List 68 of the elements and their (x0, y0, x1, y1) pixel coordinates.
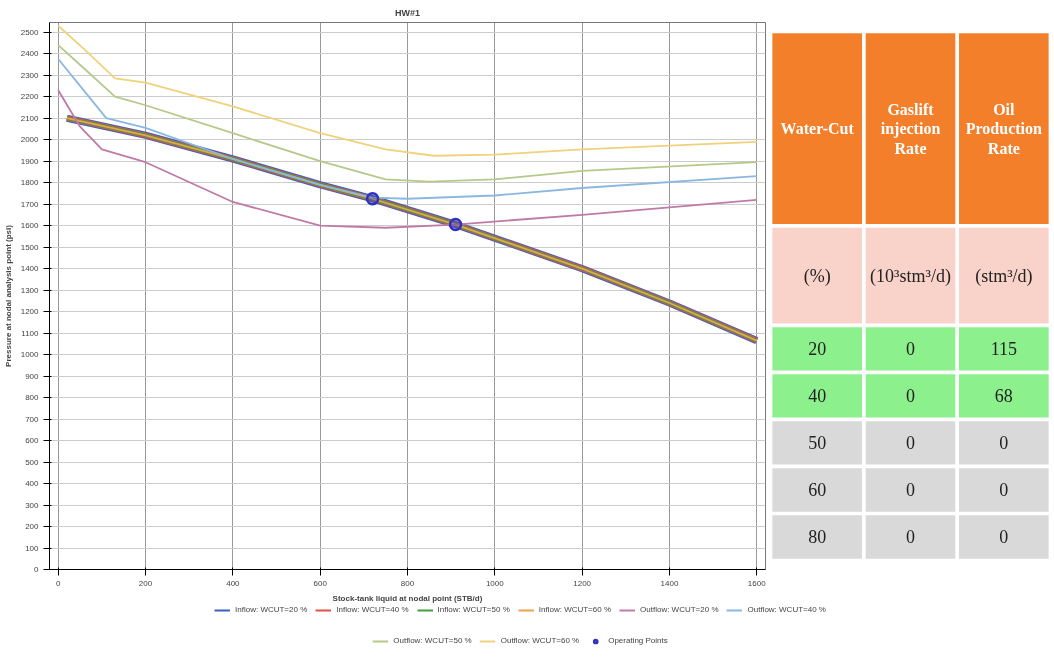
text: 50 (808, 433, 827, 454)
category-label: Water-Cut (780, 120, 855, 138)
x-tick-label: 1000 (485, 578, 505, 588)
y-tick-label: 400 (25, 479, 40, 489)
x-tick-label: 1200 (573, 578, 592, 588)
chart-title: HW#1 (395, 7, 421, 18)
y-tick-label: 100 (25, 543, 40, 553)
text: 0 (906, 386, 915, 407)
y-tick-label: 500 (25, 457, 40, 467)
y-tick-label: 2400 (20, 49, 40, 59)
text: 0 (999, 480, 1009, 501)
text: 68 (994, 386, 1013, 407)
y-tick-label: 1200 (20, 307, 40, 317)
y-tick-label: 1600 (20, 221, 40, 231)
text: (10³stm³/d) (870, 265, 951, 286)
text: 115 (990, 339, 1018, 360)
text: 0 (906, 480, 915, 501)
y-tick-label: 1900 (20, 156, 40, 166)
category-label: Gaslift injection Rate (880, 100, 941, 157)
legend-label: Outflow: WCUT=50 % (393, 636, 472, 645)
y-tick-label: 800 (25, 393, 40, 403)
legend-label: Inflow: WCUT=40 % (336, 605, 409, 614)
x-tick-label: 1400 (660, 578, 679, 588)
text: 0 (999, 433, 1009, 454)
y-tick-label: 1100 (21, 328, 40, 338)
y-tick-label: 2300 (20, 70, 40, 80)
text: 80 (808, 527, 827, 548)
y-tick-label: 1000 (20, 350, 40, 360)
y-tick-label: 0 (34, 565, 40, 574)
y-axis-title: Pressure at nodal analysis point (psi) (3, 224, 13, 367)
legend-label: Outflow: WCUT=20 % (640, 605, 719, 614)
x-tick-label: 1600 (747, 578, 767, 588)
text: 20 (808, 339, 827, 360)
x-axis-title: Stock-tank liquid at nodal point (STB/d) (332, 593, 483, 603)
legend-label: Inflow: WCUT=50 % (437, 605, 510, 614)
text: (%) (803, 265, 831, 286)
category-label: Oil Production Rate (965, 100, 1043, 157)
y-tick-label: 2000 (20, 135, 40, 145)
legend-label: Inflow: WCUT=20 % (235, 605, 308, 614)
x-tick-label: 800 (400, 578, 415, 588)
y-tick-label: 1400 (20, 264, 40, 274)
text: 40 (808, 386, 827, 407)
y-tick-label: 700 (25, 414, 40, 424)
x-tick-label: 600 (313, 578, 328, 588)
text: 60 (808, 480, 827, 501)
x-tick-label: 0 (56, 578, 62, 588)
legend-label: Inflow: WCUT=60 % (538, 605, 612, 614)
text: 0 (906, 527, 915, 548)
text: 0 (999, 527, 1009, 548)
y-tick-label: 2200 (20, 92, 40, 102)
text: 0 (906, 433, 915, 454)
x-tick-label: 400 (226, 578, 241, 588)
y-tick-label: 600 (25, 436, 40, 446)
y-tick-label: 1800 (20, 178, 40, 188)
y-tick-label: 1500 (20, 242, 40, 252)
y-tick-label: 1700 (20, 199, 40, 209)
legend-label: Operating Points (608, 636, 668, 645)
x-tick-label: 200 (138, 578, 153, 588)
y-tick-label: 2500 (20, 27, 40, 37)
text: 0 (906, 339, 915, 360)
y-tick-label: 2100 (20, 113, 40, 123)
legend-label: Outflow: WCUT=60 % (500, 636, 580, 645)
y-tick-label: 1300 (20, 285, 40, 295)
text: (stm³/d) (975, 265, 1033, 286)
y-tick-label: 300 (25, 500, 40, 510)
legend-label: Outflow: WCUT=40 % (747, 605, 826, 614)
y-tick-label: 900 (25, 371, 40, 381)
y-tick-label: 200 (25, 522, 40, 532)
